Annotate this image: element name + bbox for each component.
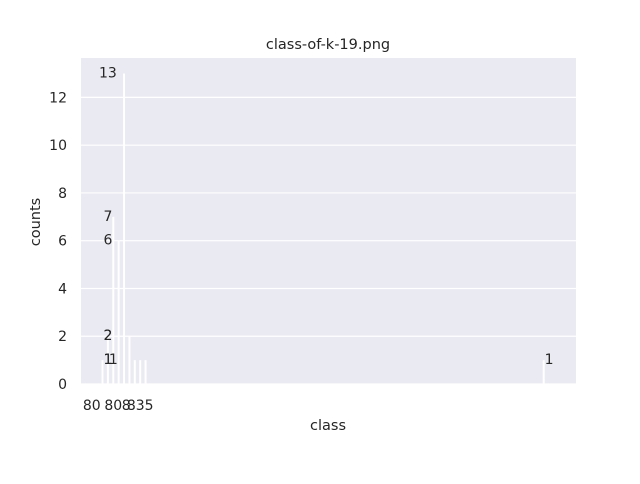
bar <box>139 360 142 384</box>
plot-area <box>81 58 576 384</box>
data-label: 1 <box>103 352 112 368</box>
data-label: 1 <box>103 352 112 368</box>
bar <box>542 360 545 384</box>
y-tick-label: 8 <box>58 186 67 202</box>
y-axis-label: counts <box>28 198 44 246</box>
y-tick-label: 10 <box>49 138 67 154</box>
y-tick-labels: 0 2 4 6 8 10 12 <box>49 90 67 393</box>
data-label: 1 <box>545 352 554 368</box>
data-label: 2 <box>103 328 112 344</box>
data-label: 2 <box>103 328 112 344</box>
y-tick-label: 6 <box>58 234 67 250</box>
bar <box>101 360 104 384</box>
data-label: 6 <box>103 233 112 249</box>
chart-title: class-of-k-19.png <box>266 37 390 53</box>
data-label: 1 <box>109 352 118 368</box>
x-axis-label: class <box>310 418 346 434</box>
data-label: 13 <box>99 66 117 82</box>
bar <box>117 240 120 384</box>
x-tick-label: 835 <box>127 398 154 414</box>
bar <box>123 73 126 385</box>
bar <box>106 336 109 384</box>
y-tick-label: 0 <box>58 377 67 393</box>
x-tick-label: 80 <box>104 398 122 414</box>
bar <box>133 360 136 384</box>
bar <box>112 216 115 384</box>
y-tick-label: 2 <box>58 329 67 345</box>
gridlines <box>81 96 576 385</box>
x-tick-label: 80 <box>83 398 101 414</box>
y-tick-label: 12 <box>49 90 67 106</box>
data-label: 7 <box>103 209 112 225</box>
y-tick-label: 4 <box>58 281 67 297</box>
bar <box>128 336 131 384</box>
x-tick-label: 8 <box>122 398 131 414</box>
bars <box>101 73 545 385</box>
bar <box>144 360 147 384</box>
